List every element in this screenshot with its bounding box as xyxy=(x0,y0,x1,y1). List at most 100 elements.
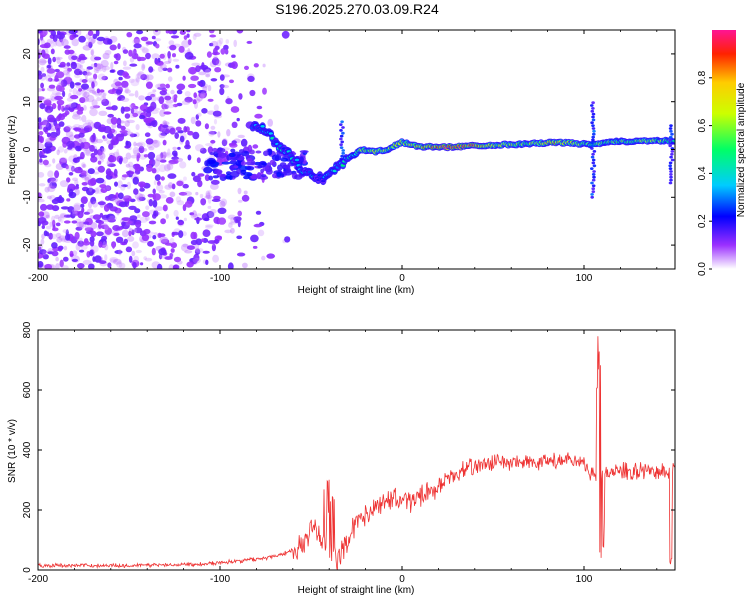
noise-speckle xyxy=(182,75,186,81)
noise-speckle xyxy=(80,151,85,160)
noise-speckle xyxy=(77,210,84,219)
spectrogram-cluster xyxy=(203,146,309,182)
noise-speckle xyxy=(120,185,126,191)
noise-speckle xyxy=(213,118,218,125)
noise-speckle xyxy=(41,73,47,77)
noise-speckle xyxy=(172,103,178,108)
noise-speckle xyxy=(52,158,56,164)
noise-speckle xyxy=(83,174,92,181)
noise-speckle xyxy=(147,151,156,160)
noise-speckle xyxy=(93,68,99,74)
x-tick-label: -100 xyxy=(210,574,230,585)
noise-speckle xyxy=(132,112,139,118)
noise-speckle xyxy=(115,89,122,95)
noise-speckle xyxy=(112,87,116,94)
noise-speckle xyxy=(116,261,123,268)
noise-speckle xyxy=(171,156,179,160)
noise-speckle xyxy=(48,232,54,240)
vertical-streak xyxy=(591,190,596,194)
noise-speckle xyxy=(168,182,174,189)
noise-speckle xyxy=(91,81,95,89)
noise-speckle xyxy=(208,211,216,218)
noise-speckle xyxy=(187,130,194,136)
noise-speckle xyxy=(211,57,220,66)
noise-speckle xyxy=(104,224,109,231)
vertical-streak xyxy=(590,167,594,171)
noise-speckle xyxy=(47,170,54,178)
noise-speckle xyxy=(253,223,263,228)
noise-speckle xyxy=(129,57,135,63)
noise-speckle xyxy=(249,89,256,97)
vertical-streak xyxy=(339,143,343,147)
noise-speckle xyxy=(109,257,118,263)
noise-speckle xyxy=(196,94,203,102)
noise-speckle xyxy=(91,99,98,107)
noise-speckle xyxy=(38,64,41,68)
noise-speckle xyxy=(119,262,126,269)
noise-speckle xyxy=(82,164,87,168)
noise-speckle xyxy=(145,95,152,101)
noise-speckle xyxy=(147,240,154,247)
noise-speckle xyxy=(128,205,137,210)
noise-speckle xyxy=(55,71,65,79)
noise-speckle xyxy=(118,95,126,101)
noise-speckle xyxy=(49,181,57,189)
noise-speckle xyxy=(90,63,95,68)
noise-speckle xyxy=(195,114,199,120)
noise-speckle xyxy=(168,161,176,166)
noise-speckle xyxy=(148,66,154,73)
cluster-blob xyxy=(276,171,282,178)
noise-speckle xyxy=(144,118,152,124)
noise-speckle xyxy=(137,214,141,219)
noise-speckle xyxy=(110,62,114,70)
noise-speckle xyxy=(165,197,174,204)
snr-frame xyxy=(37,329,676,571)
noise-speckle xyxy=(210,139,216,144)
noise-speckle xyxy=(42,159,49,166)
noise-speckle xyxy=(72,208,78,215)
noise-speckle xyxy=(200,198,207,206)
noise-speckle xyxy=(68,172,74,176)
x-tick-label: 0 xyxy=(399,574,405,585)
noise-speckle xyxy=(230,106,240,113)
noise-speckle xyxy=(86,66,94,70)
vertical-streak xyxy=(668,161,673,165)
noise-speckle xyxy=(58,121,65,127)
noise-speckle xyxy=(57,146,65,153)
noise-speckle xyxy=(223,44,229,51)
noise-speckle xyxy=(83,91,90,98)
vertical-streak xyxy=(592,170,596,173)
noise-speckle xyxy=(197,173,205,177)
noise-speckle xyxy=(186,245,196,251)
noise-speckle xyxy=(122,106,131,112)
noise-speckle xyxy=(153,159,161,168)
noise-speckle xyxy=(124,195,129,199)
noise-speckle xyxy=(164,242,174,246)
noise-speckle xyxy=(133,141,137,147)
noise-speckle xyxy=(94,56,102,61)
noise-speckle xyxy=(113,168,118,177)
noise-speckle xyxy=(51,95,55,102)
noise-speckle xyxy=(45,98,53,102)
noise-speckle xyxy=(133,43,142,49)
noise-speckle xyxy=(163,104,168,108)
noise-speckle xyxy=(55,256,59,262)
noise-speckle xyxy=(184,200,193,208)
noise-speckle xyxy=(67,67,72,72)
noise-speckle xyxy=(65,233,71,241)
noise-speckle xyxy=(107,38,113,45)
noise-speckle xyxy=(172,264,180,269)
noise-speckle xyxy=(89,121,95,129)
noise-speckle xyxy=(183,176,187,181)
noise-speckle xyxy=(110,198,120,203)
noise-speckle xyxy=(166,163,174,171)
noise-speckle xyxy=(160,218,167,225)
cluster-blob xyxy=(246,166,255,171)
noise-speckle xyxy=(82,259,92,265)
noise-speckle xyxy=(66,140,75,148)
noise-speckle xyxy=(123,195,132,202)
colorbar-gradient xyxy=(712,30,736,269)
noise-speckle xyxy=(152,235,157,240)
noise-speckle xyxy=(162,124,169,128)
noise-speckle xyxy=(236,30,244,34)
